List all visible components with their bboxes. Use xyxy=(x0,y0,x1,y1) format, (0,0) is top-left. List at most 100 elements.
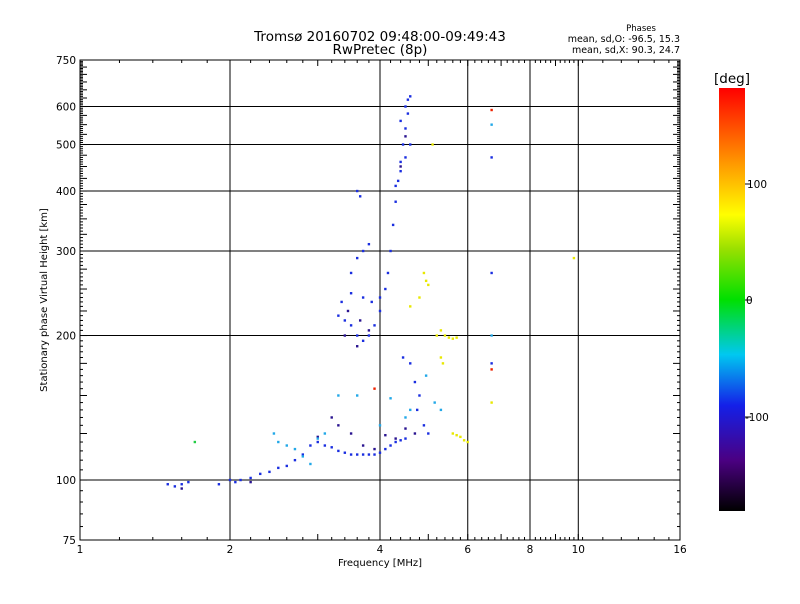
data-point xyxy=(362,250,364,252)
data-point xyxy=(277,467,279,469)
data-point xyxy=(394,185,396,187)
data-point xyxy=(490,109,492,111)
data-point xyxy=(409,409,411,411)
data-point xyxy=(373,453,375,455)
data-point xyxy=(392,224,394,226)
data-point xyxy=(448,336,450,338)
data-point xyxy=(344,334,346,336)
data-point xyxy=(317,437,319,439)
data-point xyxy=(347,310,349,312)
phase-legend-o: mean, sd,O: -96.5, 15.3 xyxy=(568,34,680,45)
data-point xyxy=(399,439,401,441)
data-point xyxy=(407,98,409,100)
data-point xyxy=(379,452,381,454)
data-point xyxy=(356,394,358,396)
data-point xyxy=(455,434,457,436)
data-point xyxy=(362,296,364,298)
data-point xyxy=(239,479,241,481)
data-point xyxy=(490,401,492,403)
data-point xyxy=(387,272,389,274)
data-point xyxy=(174,485,176,487)
data-point xyxy=(423,424,425,426)
data-point xyxy=(277,441,279,443)
data-point xyxy=(373,387,375,389)
y-tick-label: 600 xyxy=(56,102,76,114)
data-point xyxy=(273,432,275,434)
colorbar xyxy=(719,88,745,511)
x-tick-label: 10 xyxy=(572,544,585,556)
x-tick-label: 16 xyxy=(673,544,687,556)
data-point xyxy=(490,362,492,364)
data-point xyxy=(404,437,406,439)
data-point xyxy=(344,319,346,321)
data-point xyxy=(490,156,492,158)
data-point xyxy=(331,446,333,448)
data-point xyxy=(399,170,401,172)
x-tick-label: 4 xyxy=(377,544,384,556)
data-point xyxy=(490,272,492,274)
data-point xyxy=(249,481,251,483)
y-axis-label: Stationary phase Virtual Height [km] xyxy=(39,208,50,392)
data-point xyxy=(324,444,326,446)
y-tick-label: 400 xyxy=(56,186,76,198)
data-point xyxy=(337,314,339,316)
data-point xyxy=(452,337,454,339)
data-point xyxy=(337,450,339,452)
grid xyxy=(80,60,680,540)
y-tick-label: 75 xyxy=(63,535,76,547)
data-point xyxy=(463,439,465,441)
data-point xyxy=(427,284,429,286)
data-point xyxy=(356,345,358,347)
data-point xyxy=(423,272,425,274)
data-point xyxy=(379,310,381,312)
y-tick-label: 100 xyxy=(56,475,76,487)
data-point xyxy=(350,453,352,455)
data-point xyxy=(187,481,189,483)
data-point xyxy=(368,453,370,455)
data-point xyxy=(309,463,311,465)
data-point xyxy=(259,473,261,475)
data-point xyxy=(399,165,401,167)
data-point xyxy=(440,356,442,358)
data-point xyxy=(359,195,361,197)
x-tick-label: 8 xyxy=(527,544,534,556)
colorbar-tick-label: -100 xyxy=(745,412,769,424)
data-point xyxy=(356,190,358,192)
data-point xyxy=(337,394,339,396)
data-point xyxy=(350,272,352,274)
data-points xyxy=(167,95,576,490)
data-point xyxy=(337,424,339,426)
data-point xyxy=(249,477,251,479)
data-point xyxy=(373,324,375,326)
x-axis-label: Frequency [MHz] xyxy=(338,558,422,569)
data-point xyxy=(389,444,391,446)
y-tick-label: 500 xyxy=(56,140,76,152)
data-point xyxy=(356,453,358,455)
data-point xyxy=(459,436,461,438)
x-tick-label: 6 xyxy=(464,544,471,556)
data-point xyxy=(286,444,288,446)
data-point xyxy=(444,334,446,336)
data-point xyxy=(394,201,396,203)
data-point xyxy=(379,296,381,298)
y-tick-label: 200 xyxy=(56,331,76,343)
data-point xyxy=(409,143,411,145)
data-point xyxy=(309,444,311,446)
data-point xyxy=(416,409,418,411)
data-point xyxy=(181,487,183,489)
data-point xyxy=(436,334,438,336)
data-point xyxy=(194,441,196,443)
data-point xyxy=(490,123,492,125)
data-point xyxy=(373,448,375,450)
data-point xyxy=(452,432,454,434)
data-point xyxy=(218,483,220,485)
data-point xyxy=(399,161,401,163)
data-point xyxy=(414,381,416,383)
data-point xyxy=(404,416,406,418)
data-point xyxy=(371,301,373,303)
data-point xyxy=(418,394,420,396)
colorbar-tick-label: 0 xyxy=(746,295,753,307)
data-point xyxy=(384,288,386,290)
